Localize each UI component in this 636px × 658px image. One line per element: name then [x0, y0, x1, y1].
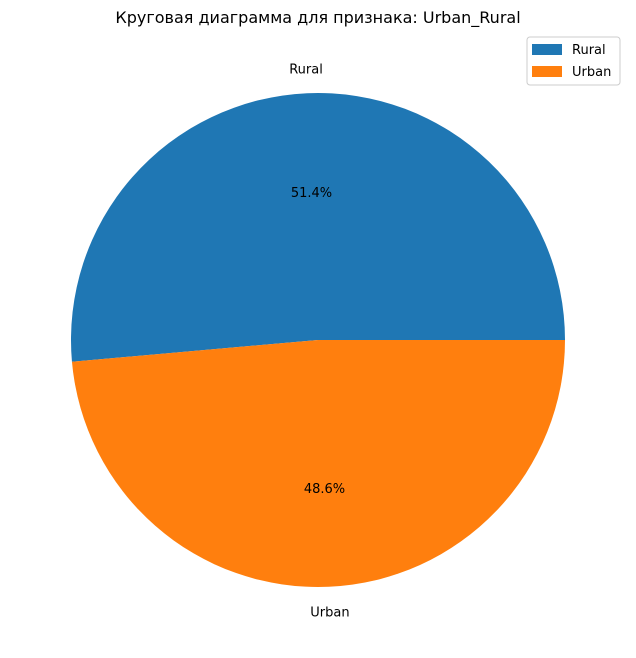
- pie-slices: [70, 93, 565, 588]
- legend-label-urban: Urban: [572, 65, 611, 80]
- chart-title: Круговая диаграмма для признака: Urban_R…: [115, 8, 520, 28]
- slice-label-rural: Rural: [289, 63, 323, 78]
- slice-pct-rural: 51.4%: [291, 186, 332, 201]
- legend: Rural Urban: [526, 36, 621, 86]
- legend-swatch-urban: [532, 66, 562, 77]
- legend-label-rural: Rural: [572, 43, 606, 58]
- pie-labels: Rural 51.4% Urban 48.6%: [289, 63, 349, 621]
- pie-slice-rural: [70, 93, 565, 362]
- slice-pct-urban: 48.6%: [304, 482, 345, 497]
- legend-swatch-rural: [532, 44, 562, 55]
- pie-slice-urban: [71, 340, 565, 588]
- slice-label-urban: Urban: [310, 605, 349, 620]
